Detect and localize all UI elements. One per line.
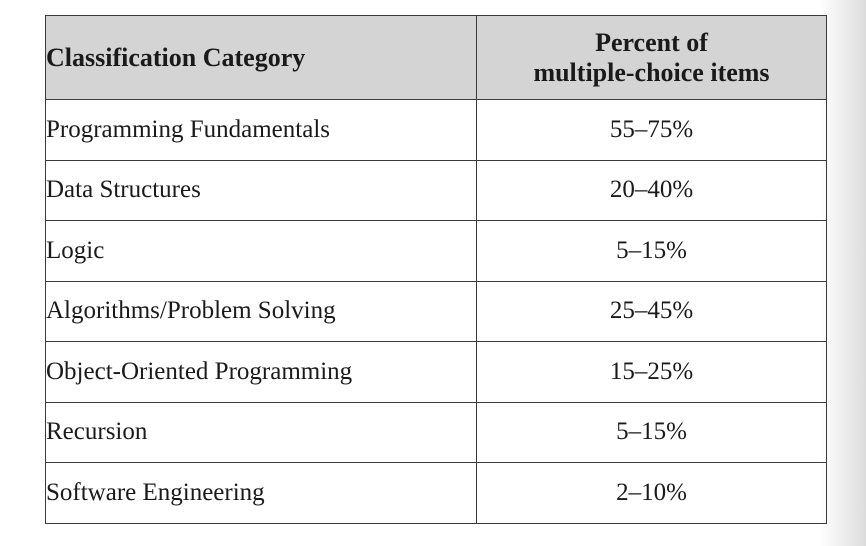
category-cell: Data Structures [45,159,477,221]
page-edge-shadow [820,0,866,546]
category-cell: Object-Oriented Programming [45,341,477,403]
table-row: Algorithms/Problem Solving 25–45% [45,280,827,342]
table-row: Programming Fundamentals 55–75% [45,99,827,161]
header-row: Classification Category Percent of multi… [45,15,827,100]
category-cell: Recursion [45,401,477,463]
percent-cell: 5–15% [476,220,827,282]
category-cell: Logic [45,220,477,282]
percent-cell: 20–40% [476,159,827,221]
table-row: Object-Oriented Programming 15–25% [45,341,827,403]
header-percent-line2: multiple-choice items [533,57,770,87]
category-cell: Software Engineering [45,462,477,524]
header-percent-line1: Percent of [595,27,708,57]
percent-cell: 15–25% [476,341,827,403]
header-classification-category: Classification Category [45,15,477,100]
percent-cell: 55–75% [476,99,827,161]
table-row: Recursion 5–15% [45,401,827,463]
classification-table: Classification Category Percent of multi… [45,15,827,524]
table-row: Software Engineering 2–10% [45,462,827,524]
table-body: Programming Fundamentals 55–75% Data Str… [45,99,827,524]
percent-cell: 2–10% [476,462,827,524]
table-row: Logic 5–15% [45,220,827,282]
table-row: Data Structures 20–40% [45,159,827,221]
category-cell: Algorithms/Problem Solving [45,280,477,342]
category-cell: Programming Fundamentals [45,99,477,161]
table-header: Classification Category Percent of multi… [45,15,827,100]
header-percent-of-items: Percent of multiple-choice items [476,15,827,100]
percent-cell: 25–45% [476,280,827,342]
percent-cell: 5–15% [476,401,827,463]
